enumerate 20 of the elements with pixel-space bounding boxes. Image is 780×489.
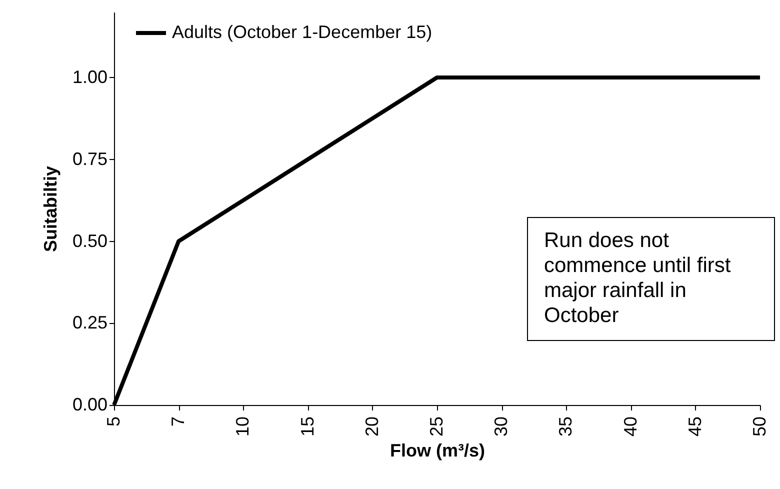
x-tick-label: 30 bbox=[491, 416, 512, 437]
x-tick-label: 15 bbox=[297, 416, 318, 437]
x-tick-label: 20 bbox=[362, 416, 382, 437]
y-tick-label: 0.50 bbox=[72, 230, 108, 251]
x-tick-label: 10 bbox=[232, 416, 253, 437]
x-tick-label: 7 bbox=[168, 416, 188, 427]
annotation: Run does not commence until first major rainfall in October bbox=[527, 217, 775, 341]
x-tick-label: 45 bbox=[684, 416, 705, 437]
x-tick-label: 25 bbox=[426, 416, 446, 437]
x-tick-label: 40 bbox=[620, 416, 640, 437]
x-tick-label: 50 bbox=[750, 416, 770, 437]
y-tick-label: 0.75 bbox=[72, 148, 108, 169]
y-tick-label: 1.00 bbox=[72, 67, 108, 87]
x-tick-label: 5 bbox=[104, 416, 124, 427]
y-tick-label: 0.25 bbox=[72, 312, 108, 333]
y-tick-label: 0.00 bbox=[72, 394, 108, 414]
y-axis-title: Suitabiltiy bbox=[40, 166, 60, 252]
x-axis-title: Flow (m³/s) bbox=[390, 440, 485, 461]
x-tick-label: 35 bbox=[556, 416, 576, 437]
legend-label: Adults (October 1-December 15) bbox=[172, 22, 432, 42]
